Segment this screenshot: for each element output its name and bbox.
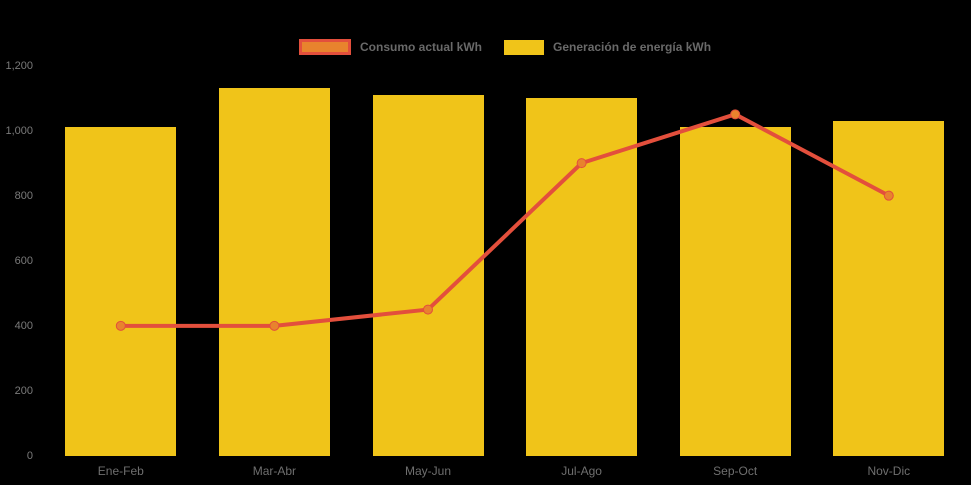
- data-point-marker: [730, 109, 741, 120]
- chart-legend: Consumo actual kWh Generación de energía…: [299, 39, 711, 55]
- x-axis-label: Nov-Dic: [867, 464, 911, 478]
- x-axis-label: Jul-Ago: [561, 464, 602, 478]
- x-axis-label: Ene-Feb: [97, 464, 144, 478]
- y-axis-tick-label: 400: [14, 319, 33, 332]
- legend-item-generacion[interactable]: Generación de energía kWh: [504, 39, 712, 55]
- legend-label-generacion: Generación de energía kWh: [553, 40, 712, 54]
- bar-generacion: [372, 94, 484, 456]
- x-axis-label: May-Jun: [404, 464, 451, 478]
- y-axis-tick-label: 0: [26, 450, 33, 462]
- y-axis-tick-label: 1,000: [5, 124, 33, 137]
- x-axis-label: Sep-Oct: [713, 464, 758, 478]
- y-axis-tick-label: 800: [14, 189, 33, 202]
- x-axis-label: Mar-Abr: [252, 464, 297, 478]
- y-axis-tick-label: 600: [14, 254, 33, 267]
- legend-item-consumo[interactable]: Consumo actual kWh: [299, 39, 482, 55]
- bar-generacion: [833, 120, 945, 456]
- bar-generacion: [526, 98, 638, 456]
- bar-generacion: [679, 127, 791, 456]
- bar-generacion: [65, 127, 177, 456]
- legend-label-consumo: Consumo actual kWh: [360, 40, 483, 54]
- y-axis-tick-label: 1,200: [5, 59, 33, 72]
- legend-bar-swatch-icon: [504, 39, 545, 55]
- y-axis-tick-label: 200: [14, 384, 33, 397]
- bar-generacion: [218, 88, 330, 456]
- legend-line-swatch-icon: [299, 39, 351, 55]
